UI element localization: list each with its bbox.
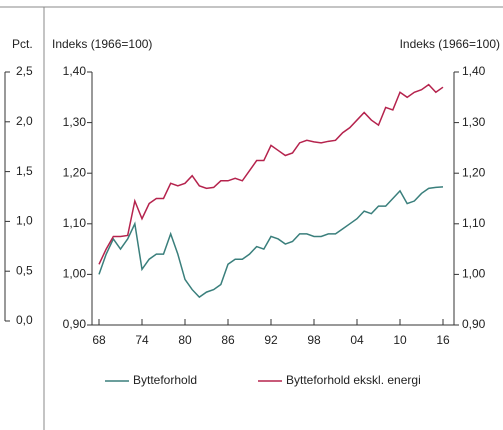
x-tick-label: 04: [350, 333, 364, 347]
left-tick-label: 1,0: [16, 214, 33, 228]
y2-tick-label: 1,30: [462, 115, 486, 129]
x-tick-label: 80: [178, 333, 192, 347]
y-tick-label: 0,90: [63, 317, 87, 331]
y2-tick-label: 1,20: [462, 165, 486, 179]
x-tick-label: 10: [393, 333, 407, 347]
x-tick-label: 92: [264, 333, 278, 347]
y-tick-label: 1,40: [63, 64, 87, 78]
y-tick-label: 1,20: [63, 165, 87, 179]
x-tick-label: 16: [436, 333, 450, 347]
y2-tick-label: 0,90: [462, 317, 486, 331]
y2-tick-label: 1,10: [462, 216, 486, 230]
series-line: [98, 186, 444, 299]
legend-label: Bytteforhold ekskl. energi: [286, 373, 421, 387]
legend-label: Bytteforhold: [133, 373, 197, 387]
left-tick-label: 1,5: [16, 164, 33, 178]
x-tick-label: 86: [221, 333, 235, 347]
y2-tick-label: 1,00: [462, 267, 486, 281]
y-tick-label: 1,10: [63, 216, 87, 230]
x-tick-label: 68: [92, 333, 106, 347]
y-tick-label: 1,00: [63, 267, 87, 281]
left-tick-label: 0,0: [16, 313, 33, 327]
left-tick-label: 2,5: [16, 64, 33, 78]
y2-tick-label: 1,40: [462, 64, 486, 78]
left-tick-label: 2,0: [16, 114, 33, 128]
y-tick-label: 1,30: [63, 115, 87, 129]
x-tick-label: 74: [135, 333, 149, 347]
left-axis-label: Pct.: [12, 37, 33, 51]
series-line: [98, 83, 444, 265]
y2-axis-label: Indeks (1966=100): [400, 37, 500, 51]
left-tick-label: 0,5: [16, 263, 33, 277]
y-axis-label: Indeks (1966=100): [52, 37, 152, 51]
x-tick-label: 98: [307, 333, 321, 347]
